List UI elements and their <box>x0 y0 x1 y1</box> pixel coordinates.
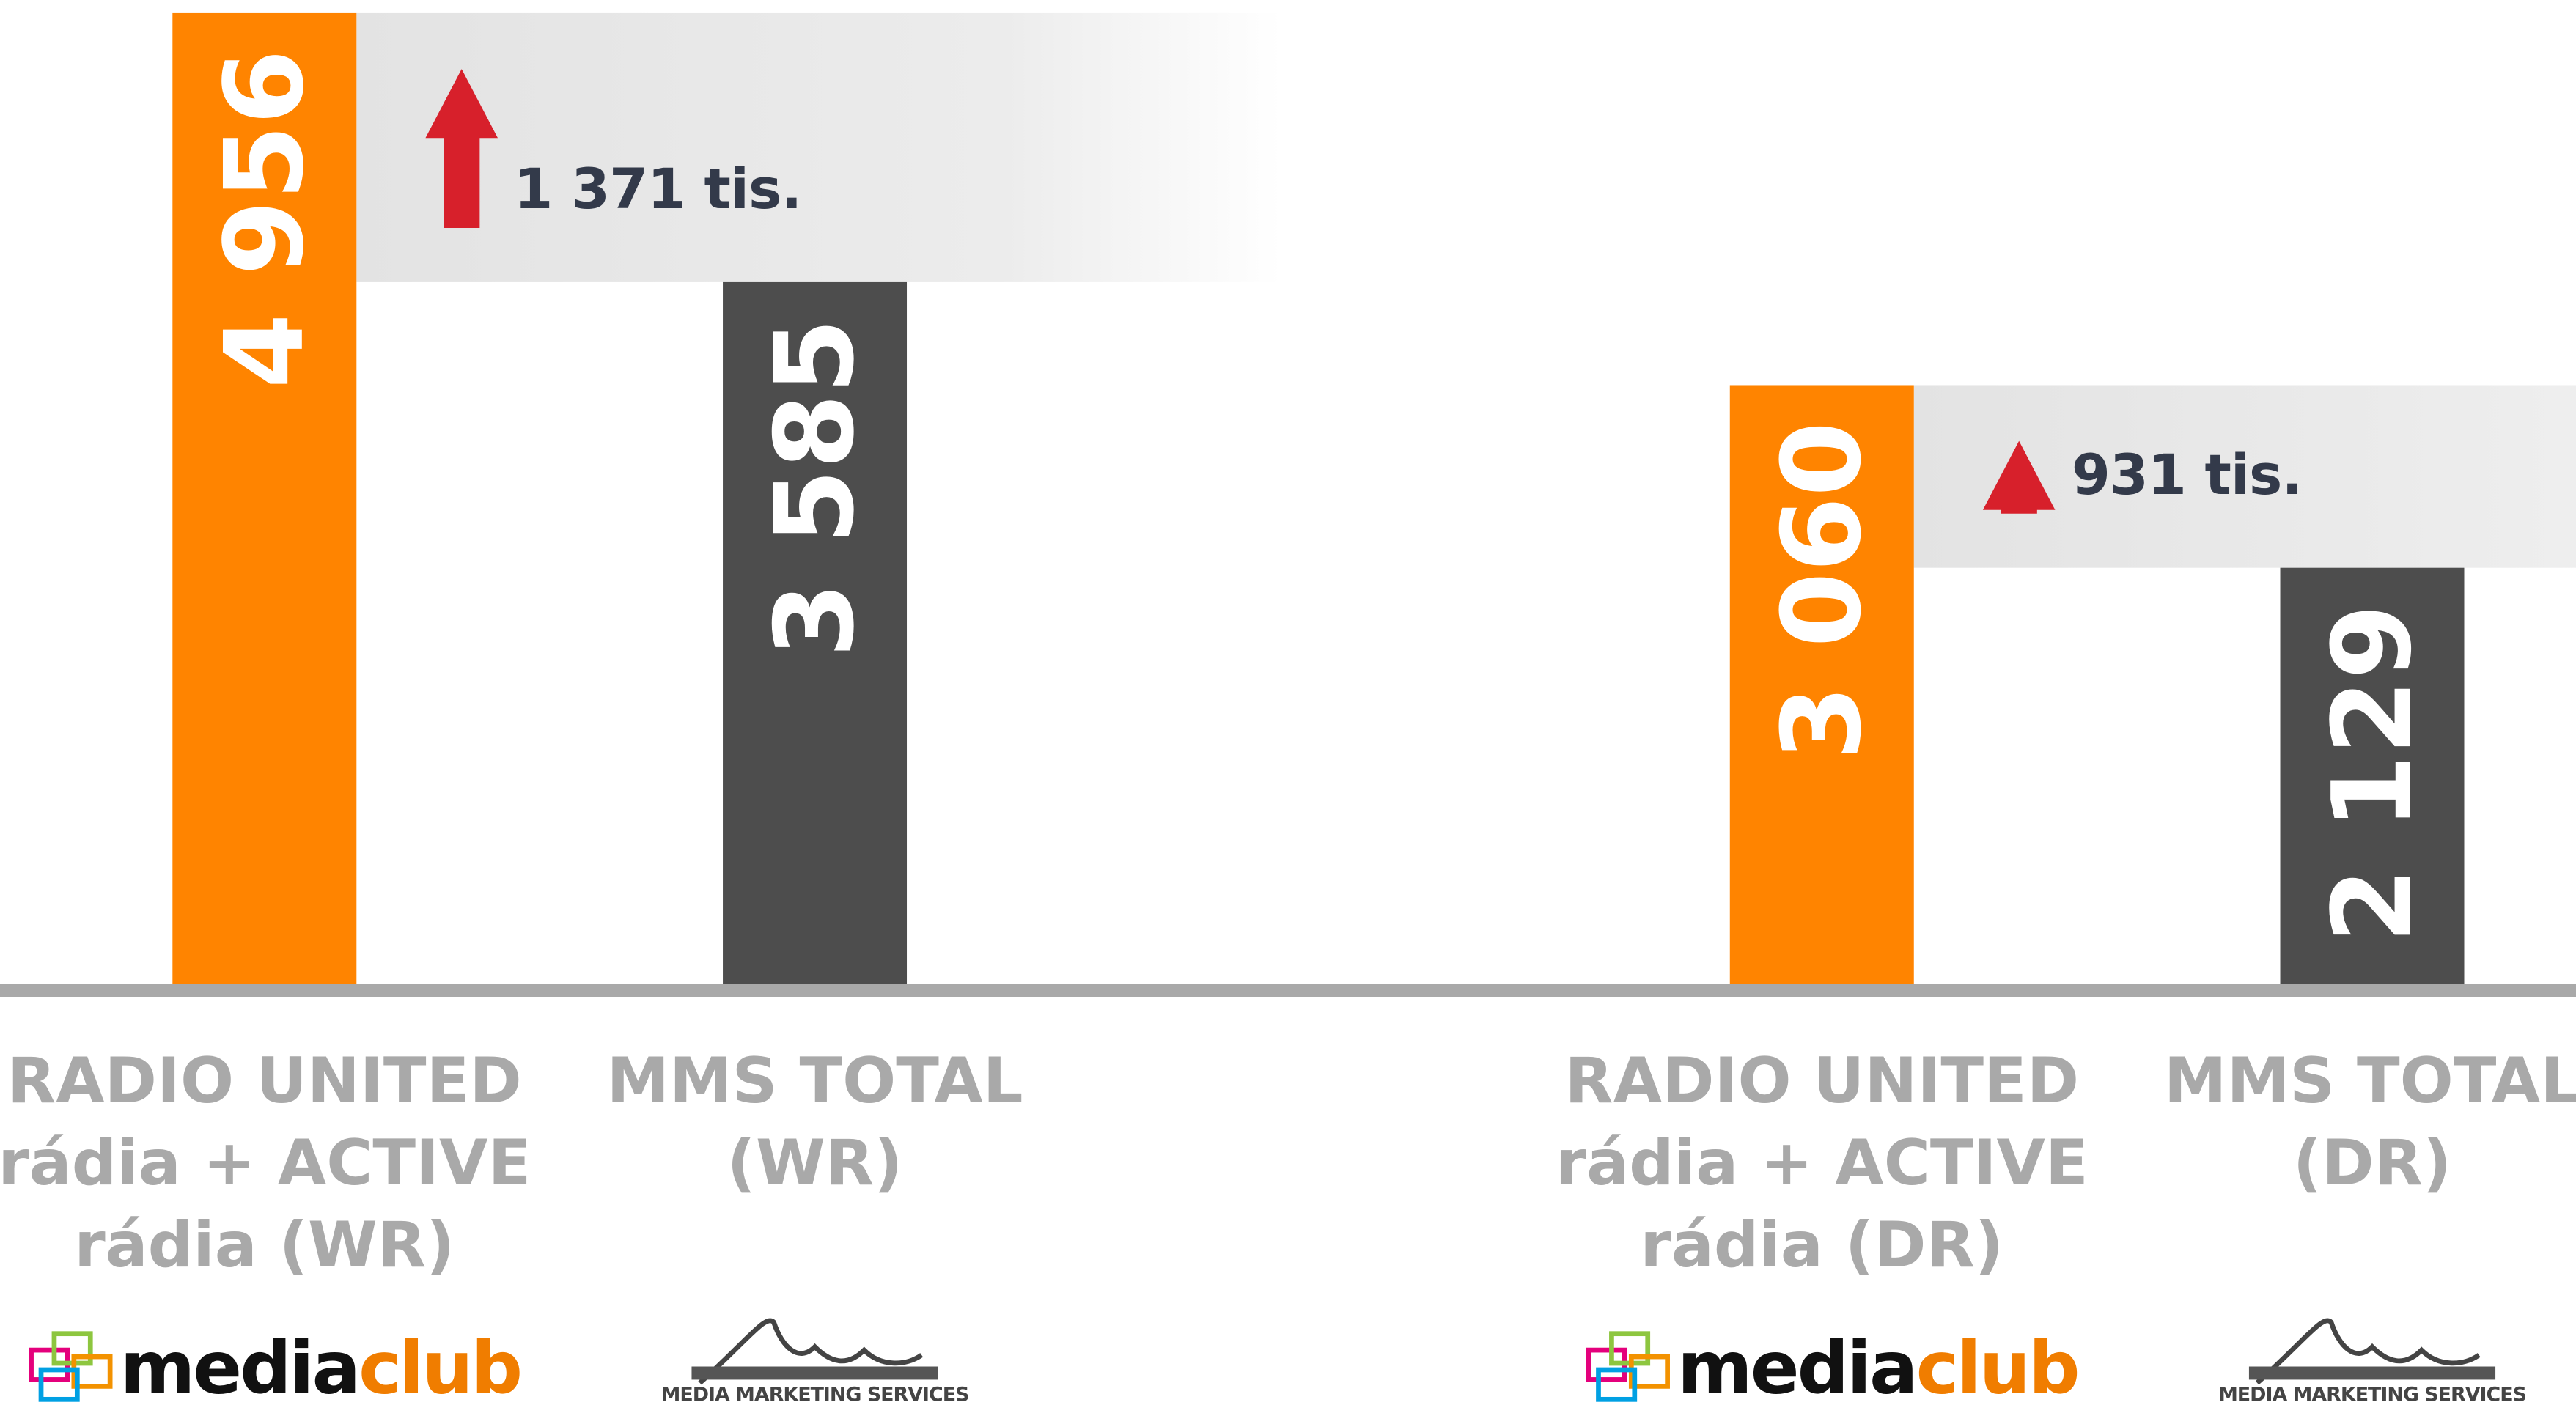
logo-text-part: club <box>1916 1326 2078 1405</box>
value-label: 3 060 <box>1759 421 1885 761</box>
value-label: 4 956 <box>202 49 328 388</box>
value-label: 3 585 <box>752 318 878 657</box>
up-arrow <box>1982 440 2056 514</box>
category-label: MMS TOTAL (DR) <box>2163 1044 2576 1200</box>
category-label: RADIO UNITED rádia + ACTIVE rádia (WR) <box>0 1044 531 1282</box>
difference-label: 1 371 tis. <box>514 156 801 221</box>
mms-script <box>698 1318 924 1385</box>
logo-text-part: club <box>358 1326 520 1405</box>
mms-logo-text: MEDIA MARKETING SERVICES <box>2218 1384 2526 1405</box>
category-label: RADIO UNITED rádia + ACTIVE rádia (DR) <box>1555 1044 2089 1282</box>
up-arrow <box>425 69 498 228</box>
logo-text: mediaclub <box>1677 1326 2078 1405</box>
mms-logo: MEDIA MARKETING SERVICES <box>661 1318 969 1405</box>
baseline <box>0 984 2576 997</box>
mms-logo: MEDIA MARKETING SERVICES <box>2218 1318 2527 1405</box>
difference-band <box>356 12 1281 282</box>
mediaclub-logo: mediaclub <box>29 1326 523 1405</box>
bar <box>723 281 908 986</box>
bar <box>2280 567 2465 986</box>
logo-icon <box>38 1367 80 1402</box>
bar <box>172 12 357 986</box>
difference-label: 931 tis. <box>2072 442 2302 507</box>
logo-text: mediaclub <box>120 1326 521 1405</box>
category-label: MMS TOTAL (WR) <box>606 1044 1023 1200</box>
logo-text-part: media <box>1677 1326 1916 1405</box>
mms-logo-text: MEDIA MARKETING SERVICES <box>661 1384 969 1405</box>
mms-bar <box>2248 1366 2496 1380</box>
mms-bar <box>691 1366 938 1380</box>
logo-icon <box>1596 1367 1638 1402</box>
mediaclub-logo: mediaclub <box>1586 1326 2080 1405</box>
bar <box>1729 385 1914 986</box>
mms-script <box>2255 1318 2481 1385</box>
logo-text-part: media <box>120 1326 359 1405</box>
value-label: 2 129 <box>2309 604 2435 943</box>
